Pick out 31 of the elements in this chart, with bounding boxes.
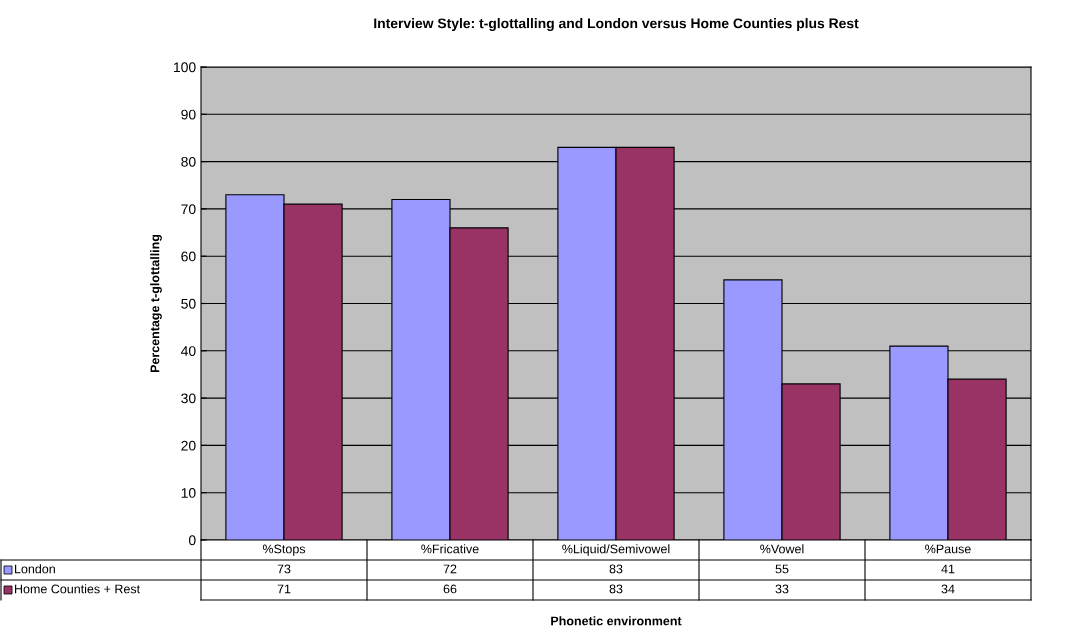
data-label: 66: [443, 584, 457, 594]
data-label: 33: [775, 584, 789, 594]
chart-title: Interview Style: t-glottalling and London versus Home Counties plus Rest: [374, 18, 859, 32]
y-axis-title: Percentage t-glottalling: [150, 234, 162, 373]
y-tick-label: 20: [181, 440, 196, 451]
y-tick-label: 30: [181, 393, 196, 404]
data-label: 72: [443, 564, 457, 574]
data-label: 83: [609, 564, 623, 574]
data-label: 73: [277, 564, 291, 574]
x-tick-label: %Vowel: [760, 544, 804, 554]
data-label: 41: [941, 564, 955, 574]
y-tick-label: 90: [181, 109, 196, 120]
y-tick-label: 50: [181, 298, 196, 309]
legend-label: London: [15, 564, 55, 574]
y-tick-label: 70: [181, 204, 196, 215]
x-tick-label: %Fricative: [421, 544, 479, 554]
data-label: 34: [941, 584, 955, 594]
x-tick-label: %Liquid/Semivowel: [562, 544, 670, 556]
x-tick-label: %Pause: [925, 544, 971, 554]
x-axis-title: Phonetic environment: [551, 616, 682, 626]
data-label: 55: [775, 564, 789, 574]
y-tick-label: 10: [181, 488, 196, 498]
legend-label: Home Counties + Rest: [15, 584, 141, 594]
data-label: 71: [277, 584, 291, 594]
y-tick-label: 60: [181, 251, 196, 262]
y-tick-label: 0: [188, 535, 196, 546]
y-tick-label: 100: [174, 62, 196, 73]
data-label: 83: [609, 584, 623, 594]
y-tick-label: 40: [181, 346, 196, 356]
x-tick-label: %Stops: [262, 544, 306, 556]
y-tick-label: 80: [181, 156, 196, 167]
